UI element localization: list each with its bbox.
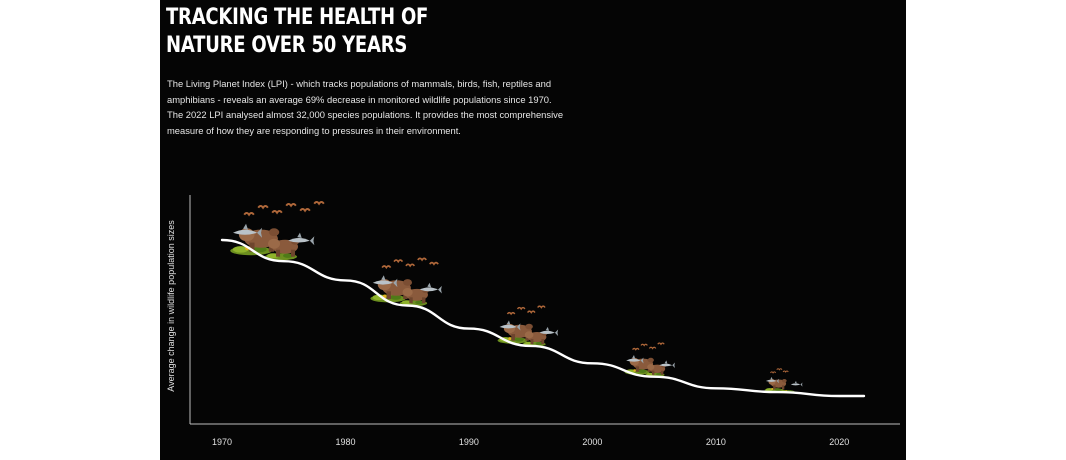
- series-line-lpi: [220, 238, 866, 398]
- bird-icon: [631, 347, 640, 351]
- bird-icon: [417, 257, 428, 261]
- series-points: [221, 239, 865, 397]
- x-tick-label: 1970: [212, 437, 232, 447]
- wildlife-illustrations: [230, 200, 803, 394]
- x-tick-label: 2010: [706, 437, 726, 447]
- x-tick-label: 1990: [459, 437, 479, 447]
- bird-icon: [506, 311, 516, 315]
- bird-icon: [381, 265, 392, 269]
- bird-icon: [257, 204, 269, 209]
- shark-icon: [790, 380, 803, 387]
- chart-panel: TRACKING THE HEALTH OF NATURE OVER 50 YE…: [160, 0, 906, 460]
- x-tick-label: 2020: [829, 437, 849, 447]
- bird-icon: [285, 202, 297, 207]
- bird-icon: [405, 263, 416, 267]
- bird-icon: [648, 346, 657, 350]
- bird-icon: [428, 261, 439, 266]
- bird-icon: [769, 371, 777, 374]
- x-tick-label: 1980: [335, 437, 355, 447]
- chart-description: The Living Planet Index (LPI) - which tr…: [167, 78, 564, 136]
- bird-icon: [657, 342, 665, 345]
- x-tick-labels: 1970 1980 1990 2000 2010 2020: [212, 437, 849, 447]
- lpi-line-chart: Average change in wildlife population si…: [166, 195, 900, 447]
- bird-icon: [271, 209, 283, 214]
- bird-icon: [782, 370, 789, 373]
- y-axis-label: Average change in wildlife population si…: [166, 220, 176, 392]
- bird-icon: [526, 310, 536, 314]
- bird-icon: [776, 368, 783, 371]
- bird-icon: [516, 306, 526, 310]
- bird-icon: [536, 305, 546, 309]
- chart-title: TRACKING THE HEALTH OF NATURE OVER 50 YE…: [166, 5, 429, 58]
- bird-icon: [243, 211, 255, 216]
- x-tick-label: 2000: [582, 437, 602, 447]
- bird-icon: [640, 343, 649, 347]
- bird-icon: [299, 207, 311, 212]
- bird-icon: [313, 200, 325, 205]
- bird-icon: [393, 259, 404, 263]
